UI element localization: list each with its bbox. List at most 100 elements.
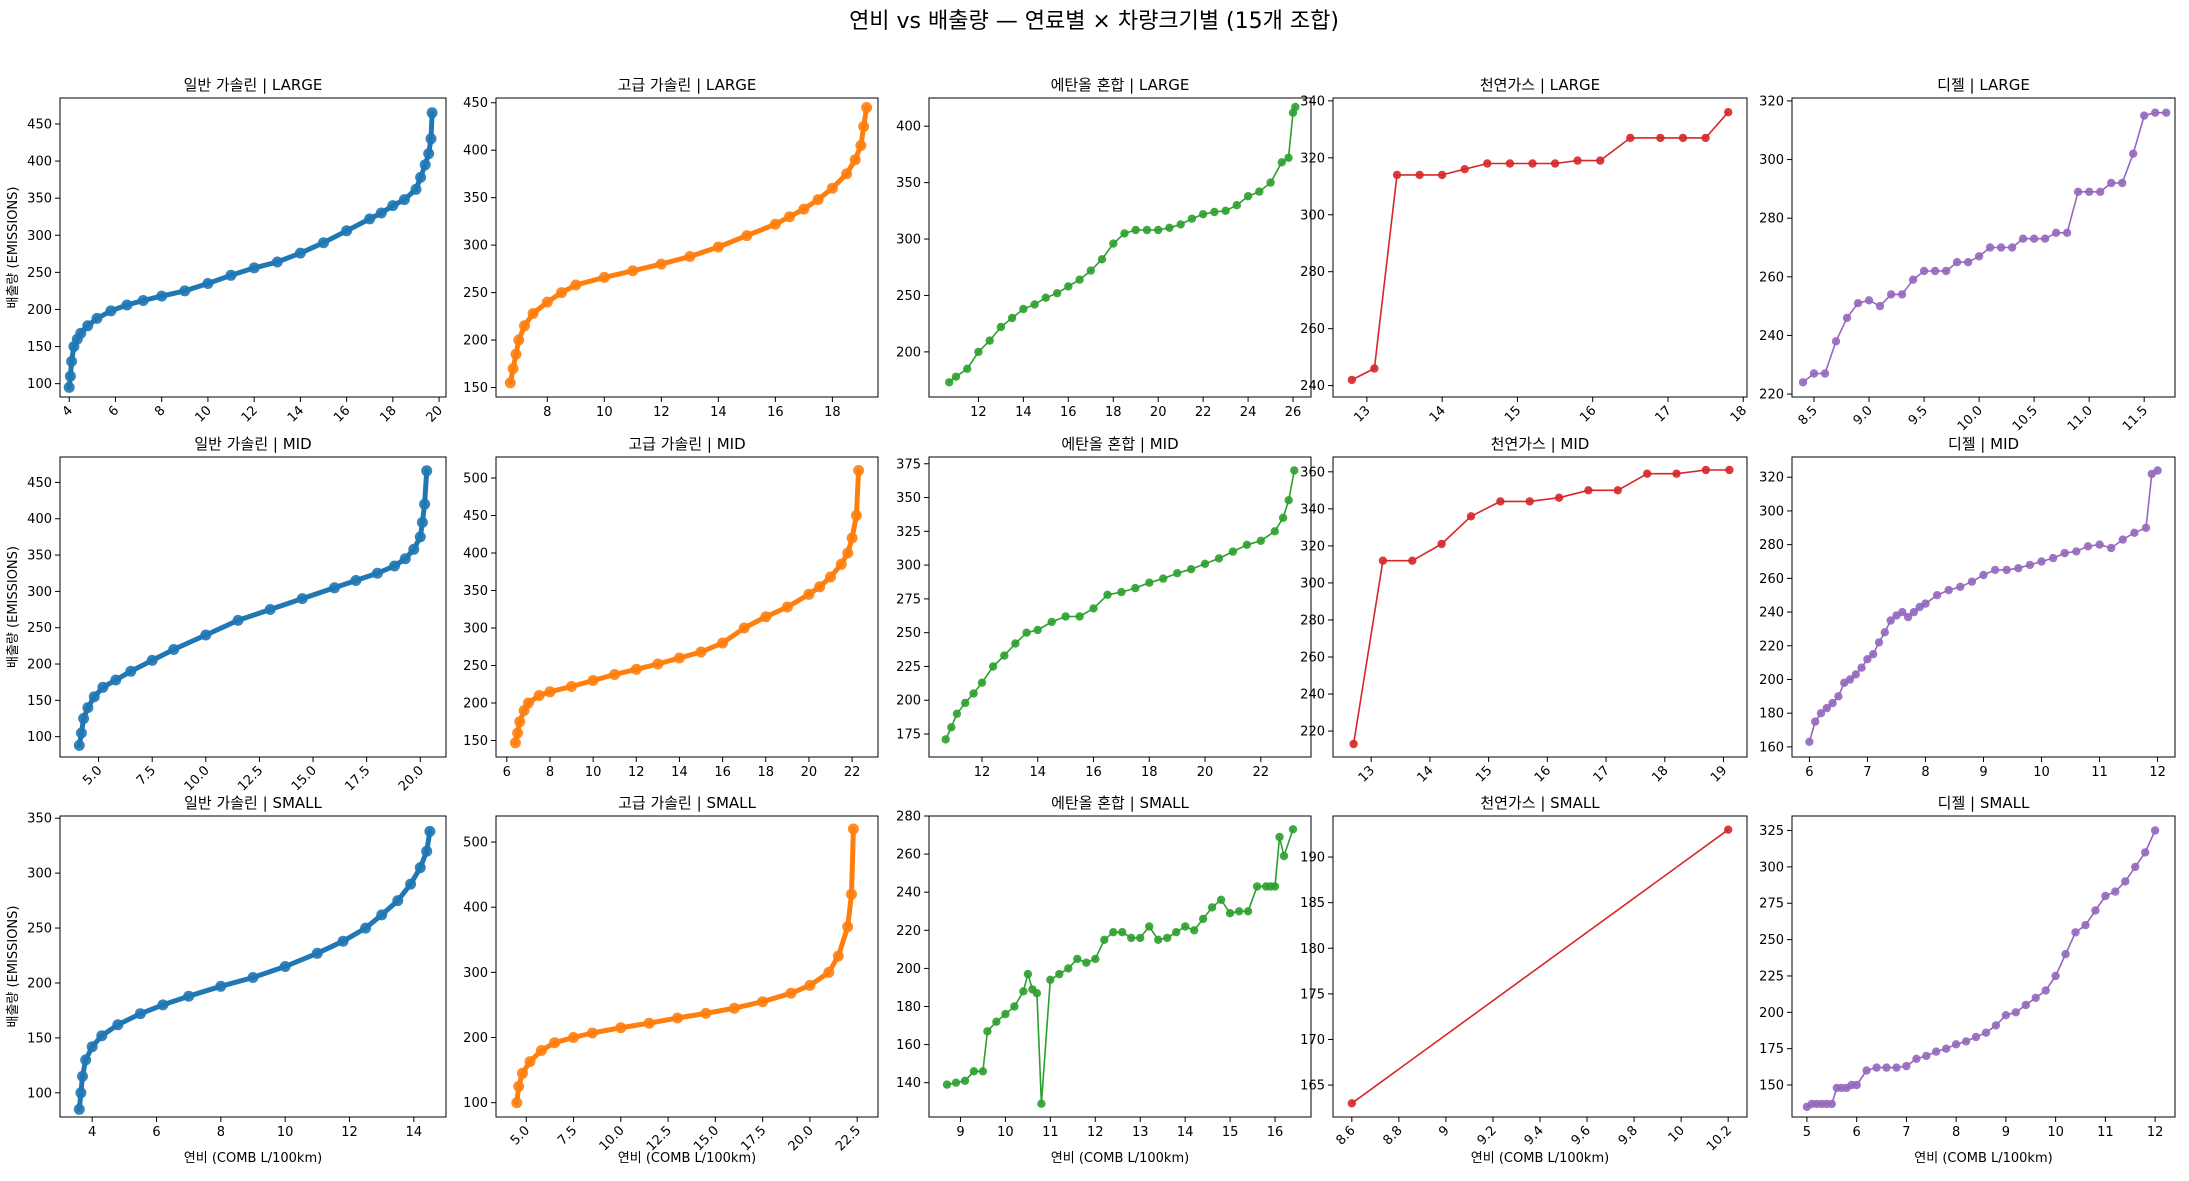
data-point bbox=[841, 168, 853, 180]
data-point bbox=[1198, 210, 1208, 219]
data-point bbox=[2011, 1008, 2021, 1017]
data-point bbox=[318, 237, 329, 249]
y-tick-label: 240 bbox=[1300, 688, 1325, 703]
data-point bbox=[1952, 258, 1962, 267]
y-tick-label: 150 bbox=[1759, 1079, 1784, 1094]
data-point bbox=[1023, 969, 1033, 979]
y-tick-label: 300 bbox=[1759, 153, 1784, 168]
x-tick-label: 8 bbox=[1952, 1125, 1960, 1140]
series-line bbox=[514, 826, 856, 1106]
x-tick-label: 8 bbox=[152, 403, 168, 419]
y-tick-label: 220 bbox=[1759, 639, 1784, 654]
data-point bbox=[1886, 616, 1895, 625]
data-point bbox=[655, 258, 667, 270]
plot-frame bbox=[928, 456, 1312, 758]
data-point bbox=[1370, 364, 1379, 373]
data-point bbox=[1880, 628, 1890, 637]
x-tick-label: 8 bbox=[546, 765, 554, 780]
y-tick-label: 340 bbox=[1300, 502, 1325, 517]
data-point bbox=[504, 377, 516, 389]
data-point bbox=[1159, 574, 1168, 583]
x-tick-label: 10 bbox=[997, 1125, 1014, 1140]
data-point bbox=[961, 698, 970, 708]
series-line bbox=[76, 468, 430, 748]
y-tick-label: 400 bbox=[27, 155, 52, 170]
data-point bbox=[988, 662, 998, 671]
data-point bbox=[522, 697, 534, 709]
data-point bbox=[1154, 935, 1163, 944]
data-point bbox=[1798, 378, 1808, 387]
data-point bbox=[1163, 933, 1172, 943]
data-point bbox=[1037, 1099, 1046, 1108]
data-point bbox=[410, 183, 422, 195]
y-tick-label: 250 bbox=[27, 266, 52, 281]
y-tick-label: 300 bbox=[896, 559, 921, 574]
data-point bbox=[392, 895, 404, 907]
data-point bbox=[1437, 170, 1447, 180]
data-point bbox=[1207, 903, 1217, 912]
data-point bbox=[858, 121, 870, 132]
data-point bbox=[1266, 178, 1275, 187]
data-point bbox=[2131, 862, 2140, 872]
y-tick-label: 300 bbox=[27, 229, 52, 244]
x-tick-label: 15 bbox=[1222, 1125, 1239, 1140]
x-tick-label: 8.5 bbox=[1796, 403, 1821, 428]
y-tick-label: 260 bbox=[1300, 322, 1325, 337]
data-point bbox=[179, 285, 191, 297]
data-point bbox=[652, 658, 664, 670]
data-point bbox=[423, 148, 435, 160]
data-point bbox=[1944, 585, 1953, 595]
data-point bbox=[1902, 1061, 1911, 1071]
data-point bbox=[1187, 214, 1197, 223]
series-line bbox=[948, 106, 1297, 384]
data-point bbox=[2041, 986, 2050, 995]
data-point bbox=[1277, 158, 1287, 167]
data-point bbox=[1875, 301, 1885, 311]
y-tick-label: 200 bbox=[896, 345, 921, 360]
data-point bbox=[963, 364, 972, 373]
x-axis-label: 연비 (COMB L/100km) bbox=[1914, 1151, 2052, 1166]
subplot-title: 일반 가솔린 | SMALL bbox=[184, 794, 322, 812]
y-tick-label: 100 bbox=[27, 730, 52, 745]
data-point bbox=[2002, 565, 2011, 575]
data-point bbox=[803, 588, 815, 600]
data-point bbox=[1613, 486, 1623, 495]
data-point bbox=[279, 961, 291, 972]
data-point bbox=[1956, 582, 1965, 591]
data-point bbox=[271, 256, 283, 268]
data-point bbox=[2141, 848, 2150, 857]
data-point bbox=[2140, 111, 2149, 120]
x-tick-label: 10 bbox=[1666, 1123, 1688, 1145]
data-point bbox=[519, 320, 530, 332]
data-point bbox=[1922, 1051, 1931, 1061]
series-line bbox=[946, 828, 1294, 1105]
x-tick-label: 20.0 bbox=[396, 763, 427, 794]
data-point bbox=[77, 1070, 88, 1082]
data-point bbox=[1075, 275, 1084, 284]
x-tick-label: 9 bbox=[956, 1125, 964, 1140]
data-point bbox=[2061, 949, 2070, 959]
x-tick-label: 20 bbox=[1150, 405, 1167, 420]
data-point bbox=[1019, 304, 1028, 314]
series-line bbox=[507, 105, 870, 386]
y-tick-label: 350 bbox=[463, 191, 488, 206]
data-point bbox=[1805, 737, 1814, 746]
data-point bbox=[337, 935, 349, 947]
data-point bbox=[1154, 225, 1163, 235]
x-tick-label: 24 bbox=[1240, 405, 1257, 420]
y-tick-label: 150 bbox=[27, 694, 52, 709]
y-tick-label: 250 bbox=[896, 626, 921, 641]
x-tick-label: 22 bbox=[1195, 405, 1212, 420]
y-tick-label: 160 bbox=[1759, 740, 1784, 755]
data-point bbox=[1288, 825, 1298, 834]
y-tick-label: 375 bbox=[896, 457, 921, 472]
y-tick-label: 150 bbox=[27, 340, 52, 355]
subplot-1: 일반 가솔린 | LARGE 4 6 8 10 12 14 16 18 20 100 150 200 25… bbox=[6, 76, 447, 426]
x-tick-label: 8.8 bbox=[1380, 1123, 1405, 1148]
x-tick-label: 22.5 bbox=[833, 1123, 864, 1154]
data-point bbox=[2029, 234, 2039, 243]
data-point bbox=[514, 716, 526, 728]
data-point bbox=[200, 629, 212, 641]
plot-frame bbox=[495, 456, 879, 758]
x-tick-label: 10.0 bbox=[1955, 403, 1986, 434]
